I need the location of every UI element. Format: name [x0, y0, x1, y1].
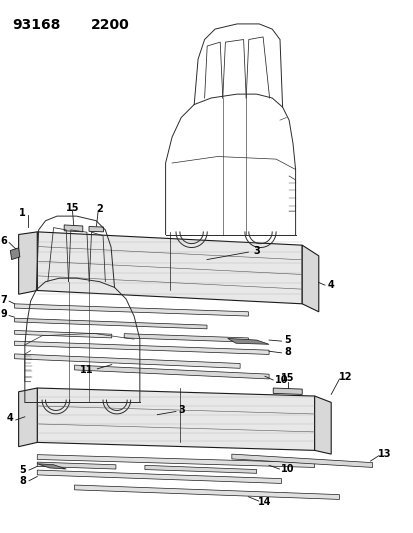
Text: 3: 3 — [178, 406, 185, 415]
Polygon shape — [301, 245, 318, 312]
Text: 15: 15 — [280, 374, 294, 383]
Polygon shape — [37, 388, 314, 450]
Text: 9: 9 — [1, 310, 7, 319]
Polygon shape — [124, 334, 248, 342]
Text: 14: 14 — [258, 497, 271, 507]
Text: 1: 1 — [19, 208, 26, 218]
Text: 6: 6 — [1, 236, 7, 246]
Polygon shape — [14, 304, 248, 316]
Polygon shape — [37, 464, 66, 469]
Text: 11: 11 — [80, 366, 93, 375]
Polygon shape — [37, 232, 301, 304]
Polygon shape — [273, 388, 301, 394]
Polygon shape — [19, 388, 37, 447]
Polygon shape — [19, 232, 37, 294]
Polygon shape — [14, 318, 206, 329]
Text: 5: 5 — [19, 465, 26, 475]
Polygon shape — [37, 462, 116, 469]
Text: 8: 8 — [19, 476, 26, 486]
Text: 13: 13 — [377, 449, 391, 459]
Text: 8: 8 — [284, 347, 290, 357]
Text: 10: 10 — [280, 464, 294, 474]
Text: 15: 15 — [66, 203, 79, 213]
Polygon shape — [37, 470, 281, 483]
Polygon shape — [14, 354, 240, 368]
Polygon shape — [227, 338, 268, 344]
Polygon shape — [14, 341, 268, 354]
Text: 4: 4 — [7, 414, 14, 423]
Text: 10: 10 — [274, 375, 287, 385]
Polygon shape — [145, 465, 256, 473]
Text: 93168: 93168 — [12, 18, 61, 31]
Polygon shape — [231, 454, 372, 467]
Text: 3: 3 — [253, 246, 259, 255]
Text: 2200: 2200 — [91, 18, 130, 31]
Polygon shape — [74, 485, 339, 499]
Text: 4: 4 — [327, 280, 334, 290]
Text: 5: 5 — [284, 335, 290, 345]
Polygon shape — [14, 330, 112, 338]
Polygon shape — [89, 227, 103, 232]
Polygon shape — [10, 248, 20, 260]
Polygon shape — [37, 455, 314, 467]
Text: 7: 7 — [1, 295, 7, 304]
Polygon shape — [64, 225, 83, 232]
Polygon shape — [314, 396, 330, 454]
Polygon shape — [74, 365, 268, 379]
Text: 2: 2 — [96, 204, 102, 214]
Text: 12: 12 — [338, 373, 351, 382]
